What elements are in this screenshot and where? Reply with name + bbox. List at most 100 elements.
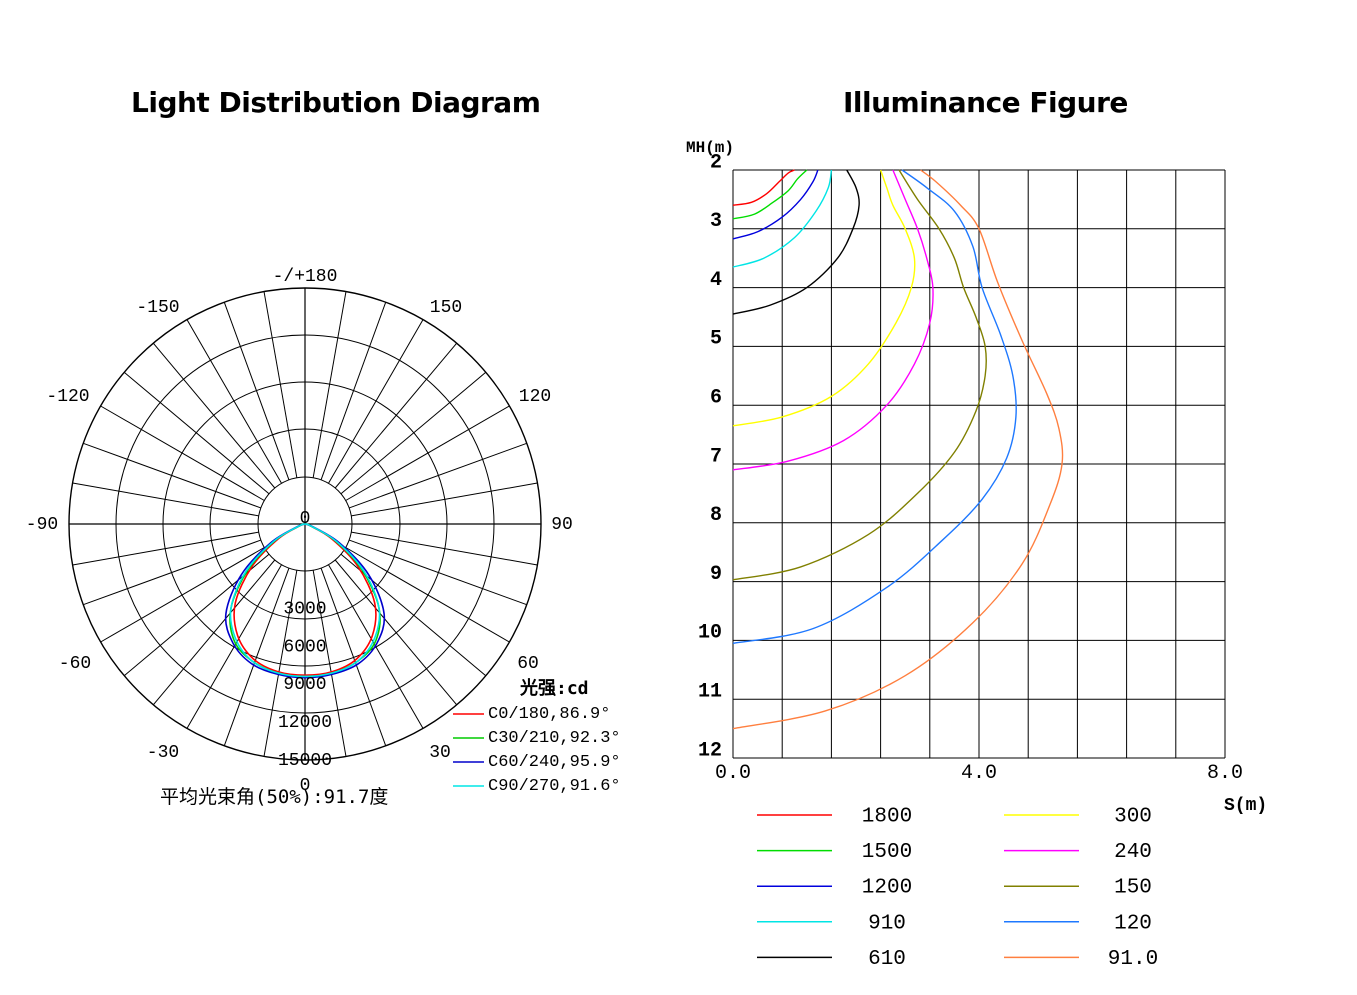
illuminance-x-tick-label: 4.0 (961, 762, 997, 785)
illuminance-y-tick-label: 8 (710, 504, 722, 527)
polar-grid-spoke (345, 547, 510, 643)
illuminance-series-line (732, 169, 988, 581)
illuminance-legend: 1800 1500 1200 910 610 300 240 150 120 91.0 (757, 806, 1158, 971)
polar-radial-label: 9000 (283, 675, 326, 695)
polar-legend-label: C60/240,95.9° (488, 753, 621, 772)
illuminance-y-tick-label: 2 (710, 151, 722, 174)
polar-grid-spoke (83, 539, 262, 606)
polar-series-line (229, 523, 381, 678)
polar-labels: -/+180 150 -150 120 -120 90 -90 60 -60 30 -30 0 0 300… (26, 267, 573, 796)
illuminance-legend-label: 1500 (862, 841, 912, 864)
polar-angle-label: 30 (429, 743, 451, 763)
polar-grid-spoke (334, 559, 458, 706)
illuminance-y-tick-label: 5 (710, 328, 722, 351)
polar-grid-spoke (263, 291, 298, 478)
polar-grid-spoke (348, 442, 527, 509)
polar-series-group (224, 523, 386, 679)
polar-grid-spoke (186, 319, 282, 484)
illuminance-x-axis-title: S(m) (1224, 796, 1267, 816)
illuminance-legend-label: 1800 (862, 806, 912, 829)
polar-legend-title: 光强:cd (519, 677, 589, 699)
illuminance-y-tick-label: 7 (710, 445, 722, 468)
polar-grid-spoke (351, 531, 538, 566)
polar-legend-label: C90/270,91.6° (488, 777, 621, 796)
polar-angle-label: -120 (46, 387, 89, 407)
polar-grid-spoke (100, 547, 265, 643)
left-chart-title: Light Distribution Diagram (131, 86, 541, 119)
polar-grid-spoke (348, 539, 527, 606)
illuminance-legend-label: 910 (868, 912, 906, 935)
beam-angle-footer: 平均光束角(50%):91.7度 (160, 786, 388, 808)
illuminance-series-line (732, 169, 1017, 645)
illuminance-series-line (732, 169, 808, 220)
polar-grid-spoke (72, 531, 259, 566)
polar-grid-spoke (100, 405, 265, 501)
illuminance-y-tick-label: 6 (710, 386, 722, 409)
illuminance-y-tick-label: 10 (698, 622, 722, 645)
polar-radial-label: 12000 (278, 713, 332, 733)
polar-angle-label: -150 (136, 298, 179, 318)
illuminance-series-line (732, 169, 860, 315)
illuminance-series-line (732, 169, 795, 206)
polar-grid-spoke (72, 482, 259, 517)
illuminance-y-tick-label: 9 (710, 563, 722, 586)
illuminance-series-line (732, 169, 1064, 730)
polar-grid-spoke (223, 302, 290, 481)
illuminance-legend-label: 91.0 (1108, 948, 1158, 971)
polar-angle-label: 90 (551, 515, 573, 535)
polar-angle-label: -30 (147, 743, 179, 763)
illuminance-y-tick-label: 4 (710, 269, 722, 292)
illuminance-legend-label: 1200 (862, 877, 912, 900)
illuminance-x-tick-label: 8.0 (1207, 762, 1243, 785)
illuminance-y-tick-label: 3 (710, 210, 722, 233)
polar-grid-spoke (263, 570, 298, 757)
illuminance-series-line (732, 169, 916, 427)
polar-grid-spoke (152, 342, 276, 489)
illuminance-y-tick-label: 11 (698, 680, 722, 703)
illuminance-legend-label: 610 (868, 948, 906, 971)
polar-grid-spoke (123, 371, 270, 495)
polar-angle-label: 150 (430, 298, 462, 318)
illuminance-series-group (732, 169, 1064, 730)
polar-series-line (224, 523, 386, 679)
illuminance-series-line (732, 169, 934, 471)
polar-radial-label: 15000 (278, 751, 332, 771)
polar-grid-spoke (351, 482, 538, 517)
polar-grid-spoke (312, 570, 347, 757)
polar-grid-spoke (340, 371, 487, 495)
illuminance-series-line (732, 169, 833, 268)
polar-legend-label: C0/180,86.9° (488, 705, 610, 724)
illuminance-series-line (732, 169, 819, 240)
polar-angle-label: -90 (26, 515, 58, 535)
illuminance-legend-label: 120 (1114, 912, 1152, 935)
polar-grid-spoke (320, 302, 387, 481)
polar-grid-spoke (345, 405, 510, 501)
right-chart-title: Illuminance Figure (843, 86, 1128, 119)
polar-radial-label: 0 (300, 509, 311, 529)
polar-angle-label: 0 (300, 776, 311, 796)
polar-legend: 光强:cd C0/180,86.9° C30/210,92.3° C60/240,95… (453, 677, 621, 796)
polar-grid-spoke (83, 442, 262, 509)
polar-legend-label: C30/210,92.3° (488, 729, 621, 748)
illuminance-y-axis-title: MH(m) (686, 139, 734, 157)
illuminance-axis-labels: 2 3 4 5 6 7 8 9 10 11 120.0 4.0 8.0 MH(m) S(m) (686, 139, 1267, 816)
illuminance-x-tick-label: 0.0 (715, 762, 751, 785)
polar-angle-label: -60 (59, 654, 91, 674)
illuminance-legend-label: 240 (1114, 841, 1152, 864)
polar-grid-spoke (320, 567, 387, 746)
polar-grid-spoke (334, 342, 458, 489)
polar-grid-spoke (328, 319, 424, 484)
polar-grid-spoke (312, 291, 347, 478)
polar-grid (68, 287, 542, 761)
polar-angle-label: 60 (517, 654, 539, 674)
polar-grid-spoke (223, 567, 290, 746)
polar-radial-label: 3000 (283, 600, 326, 620)
illuminance-y-tick-label: 12 (698, 739, 722, 762)
illuminance-grid (732, 169, 1226, 759)
polar-radial-label: 6000 (283, 637, 326, 657)
polar-grid-spoke (152, 559, 276, 706)
polar-series-line (233, 523, 377, 677)
polar-angle-label: -/+180 (273, 267, 338, 287)
illuminance-legend-label: 150 (1114, 877, 1152, 900)
